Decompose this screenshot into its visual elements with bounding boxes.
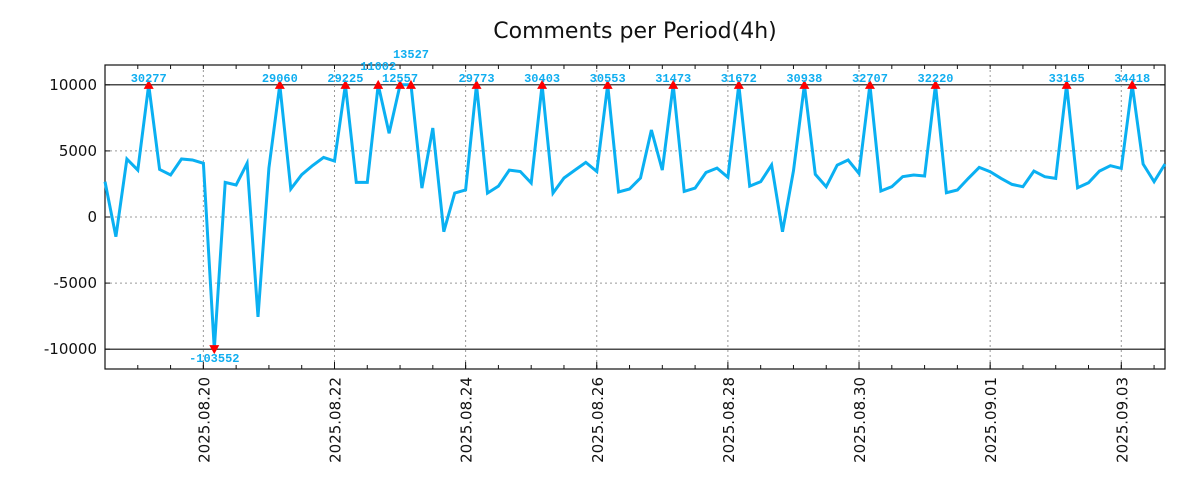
- clip-value-label: -103552: [189, 352, 239, 366]
- clip-marker-up: [340, 79, 351, 89]
- x-tick-label: 2025.09.01: [982, 377, 1000, 463]
- clip-value-label: 29060: [262, 72, 298, 86]
- clip-value-label: 11002: [360, 60, 396, 74]
- clip-marker-up: [1127, 79, 1138, 89]
- clip-value-label: 29773: [459, 72, 495, 86]
- clip-value-label: 30938: [786, 72, 822, 86]
- clip-marker-up: [405, 79, 416, 89]
- clip-value-label: 30277: [131, 72, 167, 86]
- clip-marker-up: [930, 79, 941, 89]
- clip-marker-up: [799, 79, 810, 89]
- clip-marker-up: [864, 79, 875, 89]
- clip-value-label: 34418: [1114, 72, 1150, 86]
- clip-value-label: 30553: [590, 72, 626, 86]
- clip-marker-down: [209, 345, 220, 355]
- clip-value-label: 13527: [393, 48, 429, 62]
- clip-value-label: 12557: [382, 72, 418, 86]
- clip-marker-up: [395, 79, 406, 89]
- clip-marker-up: [668, 79, 679, 89]
- clip-value-label: 30403: [524, 72, 560, 86]
- clip-marker-up: [602, 79, 613, 89]
- clip-value-label: 32707: [852, 72, 888, 86]
- clip-value-label: 31672: [721, 72, 757, 86]
- x-tick-label: 2025.08.22: [326, 377, 344, 463]
- clip-marker-up: [373, 79, 384, 89]
- clip-marker-up: [1061, 79, 1072, 89]
- x-tick-label: 2025.08.26: [589, 377, 607, 463]
- x-tick-label: 2025.08.30: [851, 377, 869, 463]
- clip-value-label: 29225: [327, 72, 363, 86]
- x-tick-label: 2025.08.24: [458, 377, 476, 463]
- y-tick-label: 5000: [59, 142, 97, 160]
- clip-value-label: 32220: [918, 72, 954, 86]
- chart-title: Comments per Period(4h): [493, 19, 777, 44]
- y-tick-label: -10000: [44, 340, 97, 358]
- clip-value-label: 33165: [1049, 72, 1085, 86]
- x-tick-label: 2025.08.20: [195, 377, 213, 463]
- series-line: [103, 83, 1167, 350]
- plot-frame: [104, 64, 1166, 370]
- y-tick-label: 10000: [49, 76, 97, 94]
- axes: 10000 5000 0 -5000 -10000 2025.08.20 2025.08.2…: [44, 64, 1166, 463]
- x-tick-label: 2025.08.28: [720, 377, 738, 463]
- y-tick-label: -5000: [53, 274, 97, 292]
- clip-marker-up: [274, 79, 285, 89]
- y-tick-label: 0: [87, 208, 97, 226]
- clip-marker-up: [733, 79, 744, 89]
- series: [103, 83, 1167, 350]
- grid: [105, 65, 1165, 369]
- clip-marker-up: [537, 79, 548, 89]
- clip-marker-up: [143, 79, 154, 89]
- clip-marker-up: [471, 79, 482, 89]
- clip-value-label: 31473: [655, 72, 691, 86]
- x-tick-label: 2025.09.03: [1113, 377, 1131, 463]
